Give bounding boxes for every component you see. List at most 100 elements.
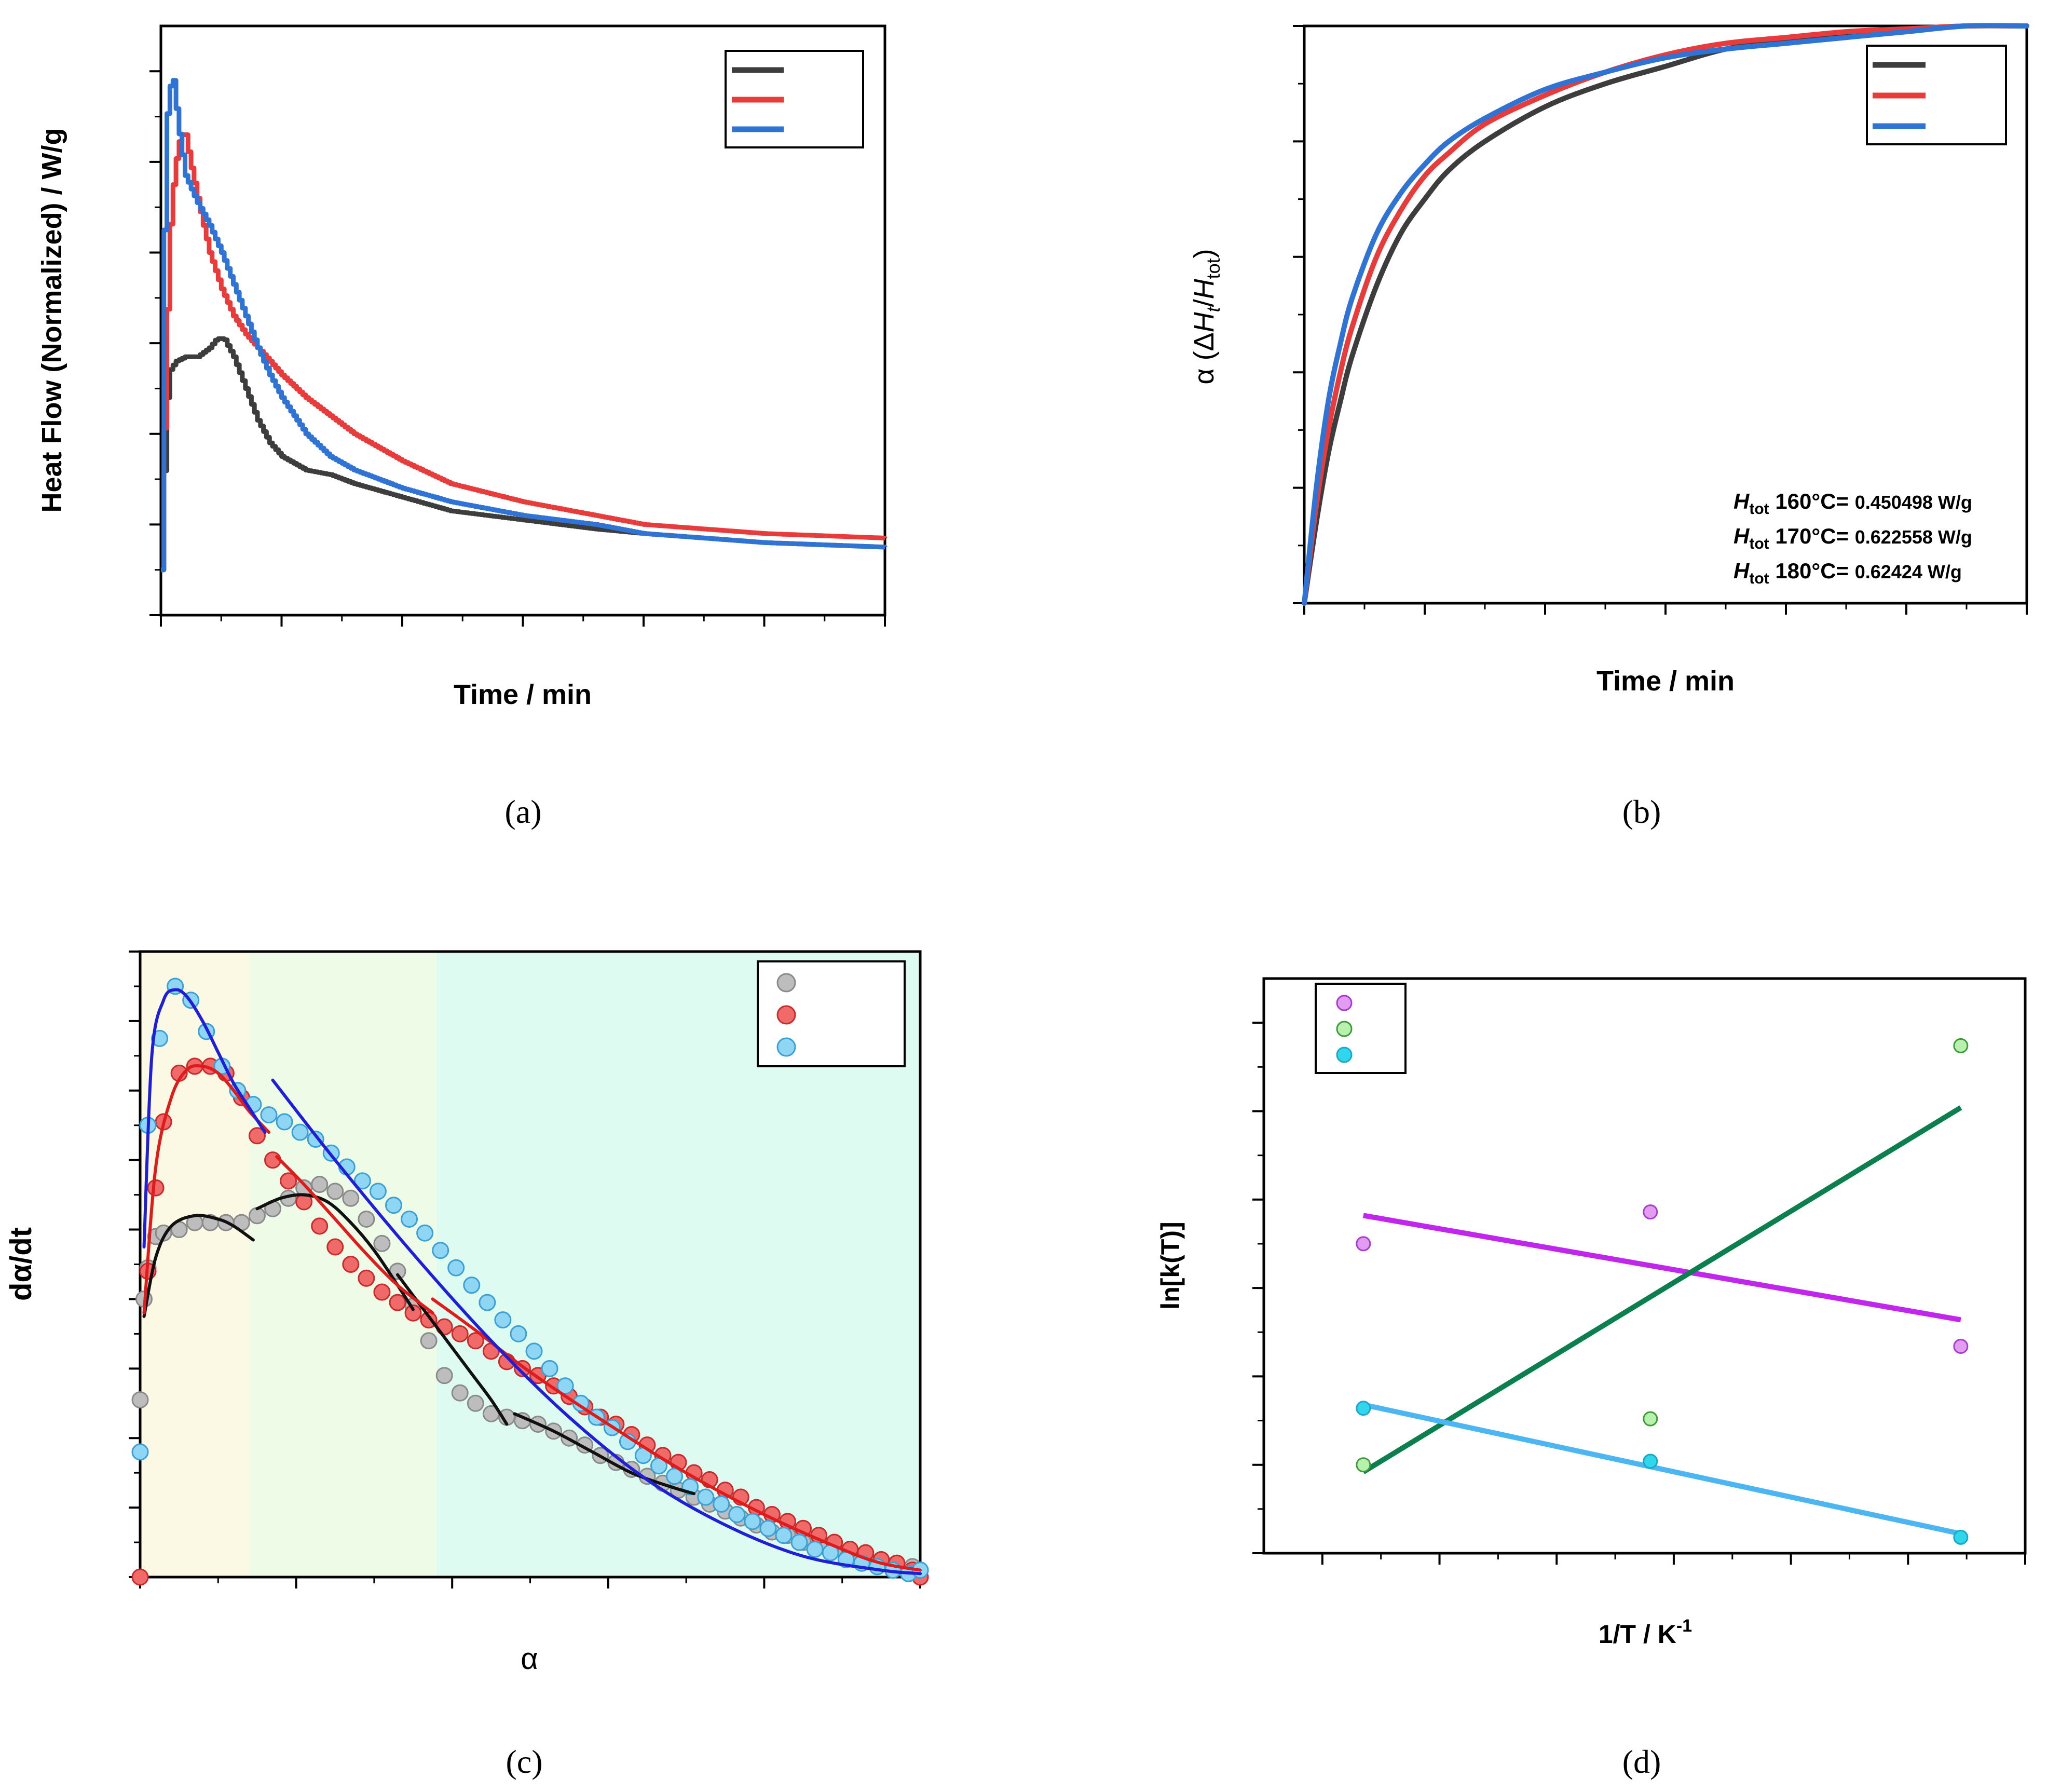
data-point bbox=[401, 1210, 418, 1228]
panel-c-rate-vs-conversion-chart: α dα/dt (c) bbox=[4, 950, 929, 1780]
panel-c-caption: (c) bbox=[506, 1743, 542, 1780]
data-point bbox=[280, 1172, 297, 1190]
panel-b-ticks bbox=[1293, 25, 2028, 615]
data-point bbox=[744, 1513, 761, 1530]
panel-a-ylabel: Heat Flow (Normalized) / W/g bbox=[36, 128, 67, 512]
data-point bbox=[389, 1294, 406, 1311]
legend-marker-160 bbox=[776, 973, 796, 993]
fit-line-4 bbox=[142, 1064, 270, 1315]
series-line-170 bbox=[1302, 23, 2029, 606]
panel-a-legend bbox=[725, 50, 864, 148]
data-point bbox=[806, 1540, 824, 1558]
data-point bbox=[404, 1304, 422, 1322]
series-line-180 bbox=[1302, 23, 2029, 606]
series-r2 bbox=[1356, 1038, 1969, 1473]
data-point bbox=[307, 1131, 324, 1148]
panel-b-xlabel: Time / min bbox=[1596, 666, 1735, 697]
fit-line-r1 bbox=[1362, 1213, 1961, 1323]
fit-line-r3 bbox=[1362, 1402, 1961, 1537]
data-point bbox=[276, 1113, 293, 1131]
panel-a-series bbox=[161, 78, 888, 573]
data-point bbox=[385, 1197, 402, 1214]
legend-marker-r3 bbox=[1336, 1047, 1353, 1063]
data-point bbox=[1643, 1204, 1658, 1220]
panel-a-caption: (a) bbox=[504, 793, 541, 830]
data-point bbox=[311, 1176, 329, 1193]
data-point bbox=[326, 1238, 344, 1256]
data-point bbox=[131, 1568, 149, 1586]
panel-d-caption: (d) bbox=[1622, 1743, 1661, 1780]
panel-b-ylabel: α (ΔHt/Htot) bbox=[1189, 249, 1224, 384]
data-point bbox=[1356, 1457, 1371, 1473]
series-r3 bbox=[1356, 1401, 1969, 1545]
data-point bbox=[697, 1488, 715, 1506]
data-point bbox=[147, 1179, 165, 1197]
fit-line-7 bbox=[142, 988, 267, 1248]
panel-d-legend-box bbox=[1315, 983, 1407, 1074]
panel-d-legend bbox=[1315, 983, 1407, 1074]
htot-annotation-160: Htot 160°C= 0.450498 W/g bbox=[1734, 489, 1972, 518]
data-point bbox=[353, 1172, 371, 1190]
data-point bbox=[432, 1242, 449, 1259]
panel-b-caption: (b) bbox=[1622, 793, 1661, 830]
panel-d-xlabel: 1/T / K-1 bbox=[1599, 1616, 1692, 1649]
data-point bbox=[1356, 1236, 1371, 1252]
series-180 bbox=[131, 978, 929, 1582]
panel-b-htot-annotations: Htot 160°C= 0.450498 W/g Htot 170°C= 0.6… bbox=[1734, 489, 1972, 587]
legend-marker-r2 bbox=[1336, 1021, 1353, 1037]
panel-d-series bbox=[1356, 1038, 1969, 1545]
panel-d-ticks bbox=[1252, 1022, 2026, 1565]
series-line-180 bbox=[161, 78, 888, 573]
panel-a-heat-flow-chart: Time / min Heat Flow (Normalized) / W/g … bbox=[36, 24, 888, 830]
data-point bbox=[467, 1394, 484, 1412]
panel-c-fit-lines bbox=[142, 988, 922, 1576]
panel-c-legend bbox=[757, 960, 906, 1067]
htot-annotation-170: Htot 170°C= 0.622558 W/g bbox=[1734, 524, 1972, 552]
data-point bbox=[131, 1391, 149, 1409]
fit-line-5 bbox=[275, 1155, 434, 1315]
fit-line-8 bbox=[271, 1078, 922, 1576]
data-point bbox=[373, 1234, 391, 1252]
data-point bbox=[447, 1259, 465, 1277]
data-point bbox=[291, 1123, 309, 1141]
data-point bbox=[1953, 1338, 1969, 1354]
series-r1 bbox=[1356, 1204, 1969, 1354]
panel-b-legend bbox=[1866, 45, 2007, 145]
panel-d-ylabel: ln[k(T)] bbox=[1156, 1221, 1185, 1309]
data-point bbox=[1643, 1454, 1658, 1469]
region-band-r1 bbox=[140, 952, 250, 1577]
data-point bbox=[1356, 1401, 1371, 1416]
data-point bbox=[311, 1217, 329, 1235]
panel-b-conversion-chart: Time / min α (ΔHt/Htot) Htot 160°C= 0.45… bbox=[1189, 23, 2029, 830]
data-point bbox=[131, 1443, 149, 1461]
data-point bbox=[510, 1325, 527, 1342]
data-point bbox=[713, 1495, 730, 1513]
series-line-160 bbox=[1302, 23, 2029, 606]
panel-c-xlabel: α bbox=[521, 1642, 538, 1676]
fit-line-r2 bbox=[1362, 1105, 1962, 1474]
panel-a-ticks bbox=[149, 70, 886, 627]
data-point bbox=[525, 1342, 543, 1360]
legend-marker-180 bbox=[776, 1037, 796, 1057]
data-point bbox=[358, 1269, 375, 1287]
panel-b-series bbox=[1302, 23, 2029, 606]
data-point bbox=[342, 1256, 360, 1273]
data-point bbox=[541, 1360, 558, 1377]
data-point bbox=[775, 1527, 793, 1544]
data-point bbox=[728, 1506, 746, 1523]
data-point bbox=[420, 1332, 438, 1350]
data-point bbox=[759, 1519, 777, 1537]
data-point bbox=[463, 1277, 481, 1294]
data-point bbox=[416, 1224, 434, 1242]
series-line-170 bbox=[161, 132, 888, 573]
data-point bbox=[494, 1311, 512, 1329]
data-point bbox=[467, 1332, 484, 1350]
panel-c-ylabel: dα/dt bbox=[4, 1227, 38, 1301]
fit-line-3 bbox=[513, 1412, 696, 1496]
panel-a-xlabel: Time / min bbox=[454, 679, 592, 710]
panel-d-arrhenius-chart: 1/T / K-1 ln[k(T)] (d) bbox=[1156, 977, 2027, 1780]
data-point bbox=[151, 1029, 169, 1047]
data-point bbox=[358, 1210, 375, 1228]
data-point bbox=[260, 1106, 278, 1124]
data-point bbox=[1643, 1411, 1658, 1427]
